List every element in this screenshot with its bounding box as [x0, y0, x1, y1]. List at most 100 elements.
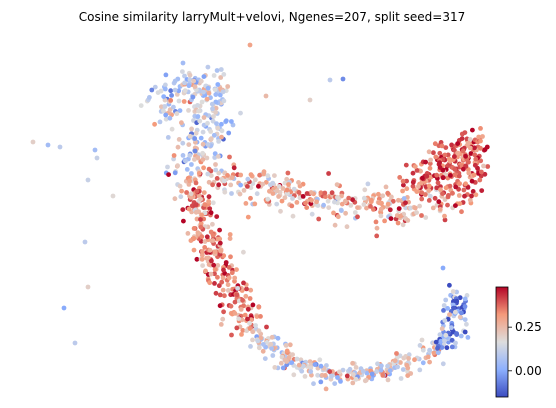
cell-point	[260, 348, 266, 354]
cell-point	[247, 326, 253, 331]
cell-point	[276, 184, 282, 189]
cell-point	[318, 379, 324, 385]
cell-point	[285, 170, 291, 176]
cell-point	[426, 149, 432, 155]
cell-point	[442, 217, 448, 223]
cell-point	[163, 112, 169, 118]
cell-point	[412, 164, 418, 170]
cell-point	[400, 367, 406, 372]
cell-point	[339, 201, 345, 207]
cell-point	[471, 172, 477, 178]
cell-point	[364, 205, 369, 211]
cell-point	[167, 115, 173, 121]
cell-point	[225, 84, 231, 89]
colorbar-gradient	[495, 286, 509, 398]
cell-point	[462, 329, 468, 335]
cell-point	[234, 325, 240, 331]
cell-point	[360, 369, 366, 374]
cell-point	[184, 190, 190, 195]
cell-point	[398, 213, 403, 219]
cell-point	[439, 345, 445, 350]
cell-point	[206, 90, 212, 96]
cell-point	[443, 332, 449, 338]
cell-point	[454, 331, 460, 337]
cell-point	[221, 267, 226, 273]
cell-point	[262, 356, 268, 361]
cell-point	[222, 293, 227, 299]
cell-point	[426, 188, 432, 193]
cell-point	[398, 376, 404, 381]
cell-point	[253, 323, 258, 328]
cell-point	[353, 376, 359, 382]
cell-point	[234, 267, 239, 272]
cell-point	[206, 179, 212, 185]
cell-point	[208, 210, 214, 216]
cell-point	[332, 381, 338, 386]
cell-point	[161, 94, 167, 99]
cell-point	[201, 74, 207, 79]
cell-point	[336, 196, 341, 202]
cell-point	[221, 72, 227, 77]
colorbar-tick-label: 0.25	[515, 320, 542, 334]
cell-point	[400, 178, 406, 184]
cell-point	[465, 140, 471, 146]
cell-point	[214, 176, 220, 181]
cell-point	[214, 121, 219, 126]
cell-point	[250, 337, 255, 343]
cell-point	[329, 373, 334, 379]
cell-point	[189, 126, 195, 132]
cell-point	[45, 142, 51, 148]
cell-point	[202, 245, 208, 250]
cell-point	[369, 197, 374, 203]
cell-point	[335, 375, 340, 380]
cell-point	[227, 154, 232, 160]
cell-point	[467, 137, 473, 142]
cell-point	[419, 213, 424, 218]
cell-point	[191, 247, 197, 253]
cell-point	[205, 171, 211, 177]
cell-point	[290, 213, 296, 219]
cell-point	[410, 183, 416, 189]
cell-point	[423, 159, 428, 165]
cell-point	[194, 216, 200, 222]
cell-point	[284, 176, 290, 182]
cell-point	[414, 210, 419, 216]
cell-point	[453, 309, 458, 315]
cell-point	[94, 155, 100, 161]
cell-point	[213, 290, 219, 296]
cell-point	[229, 119, 234, 124]
cell-point	[226, 275, 232, 281]
cell-point	[398, 360, 403, 365]
cell-point	[438, 187, 443, 193]
cell-point	[232, 311, 238, 316]
cell-point	[410, 179, 416, 185]
cell-point	[247, 42, 253, 48]
cell-point	[419, 190, 425, 196]
cell-point	[189, 171, 194, 176]
cell-point	[177, 108, 183, 113]
cell-point	[192, 136, 198, 141]
cell-point	[459, 136, 465, 142]
cell-point	[219, 121, 224, 127]
cell-point	[235, 286, 241, 291]
cell-point	[85, 284, 91, 290]
cell-point	[204, 96, 210, 102]
cell-point	[200, 150, 206, 156]
cell-point	[225, 282, 231, 288]
cell-point	[395, 364, 400, 370]
cell-point	[158, 88, 164, 94]
cell-point	[434, 185, 440, 191]
cell-point	[258, 314, 263, 319]
cell-point	[380, 193, 386, 199]
cell-point	[188, 191, 194, 197]
cell-point	[207, 247, 213, 253]
cell-point	[240, 328, 246, 333]
cell-point	[229, 332, 234, 338]
cell-point	[226, 130, 232, 136]
cell-point	[449, 325, 454, 331]
cell-point	[355, 205, 360, 211]
cell-point	[280, 365, 286, 371]
cell-point	[187, 153, 193, 158]
cell-point	[198, 78, 204, 84]
cell-point	[457, 181, 462, 187]
